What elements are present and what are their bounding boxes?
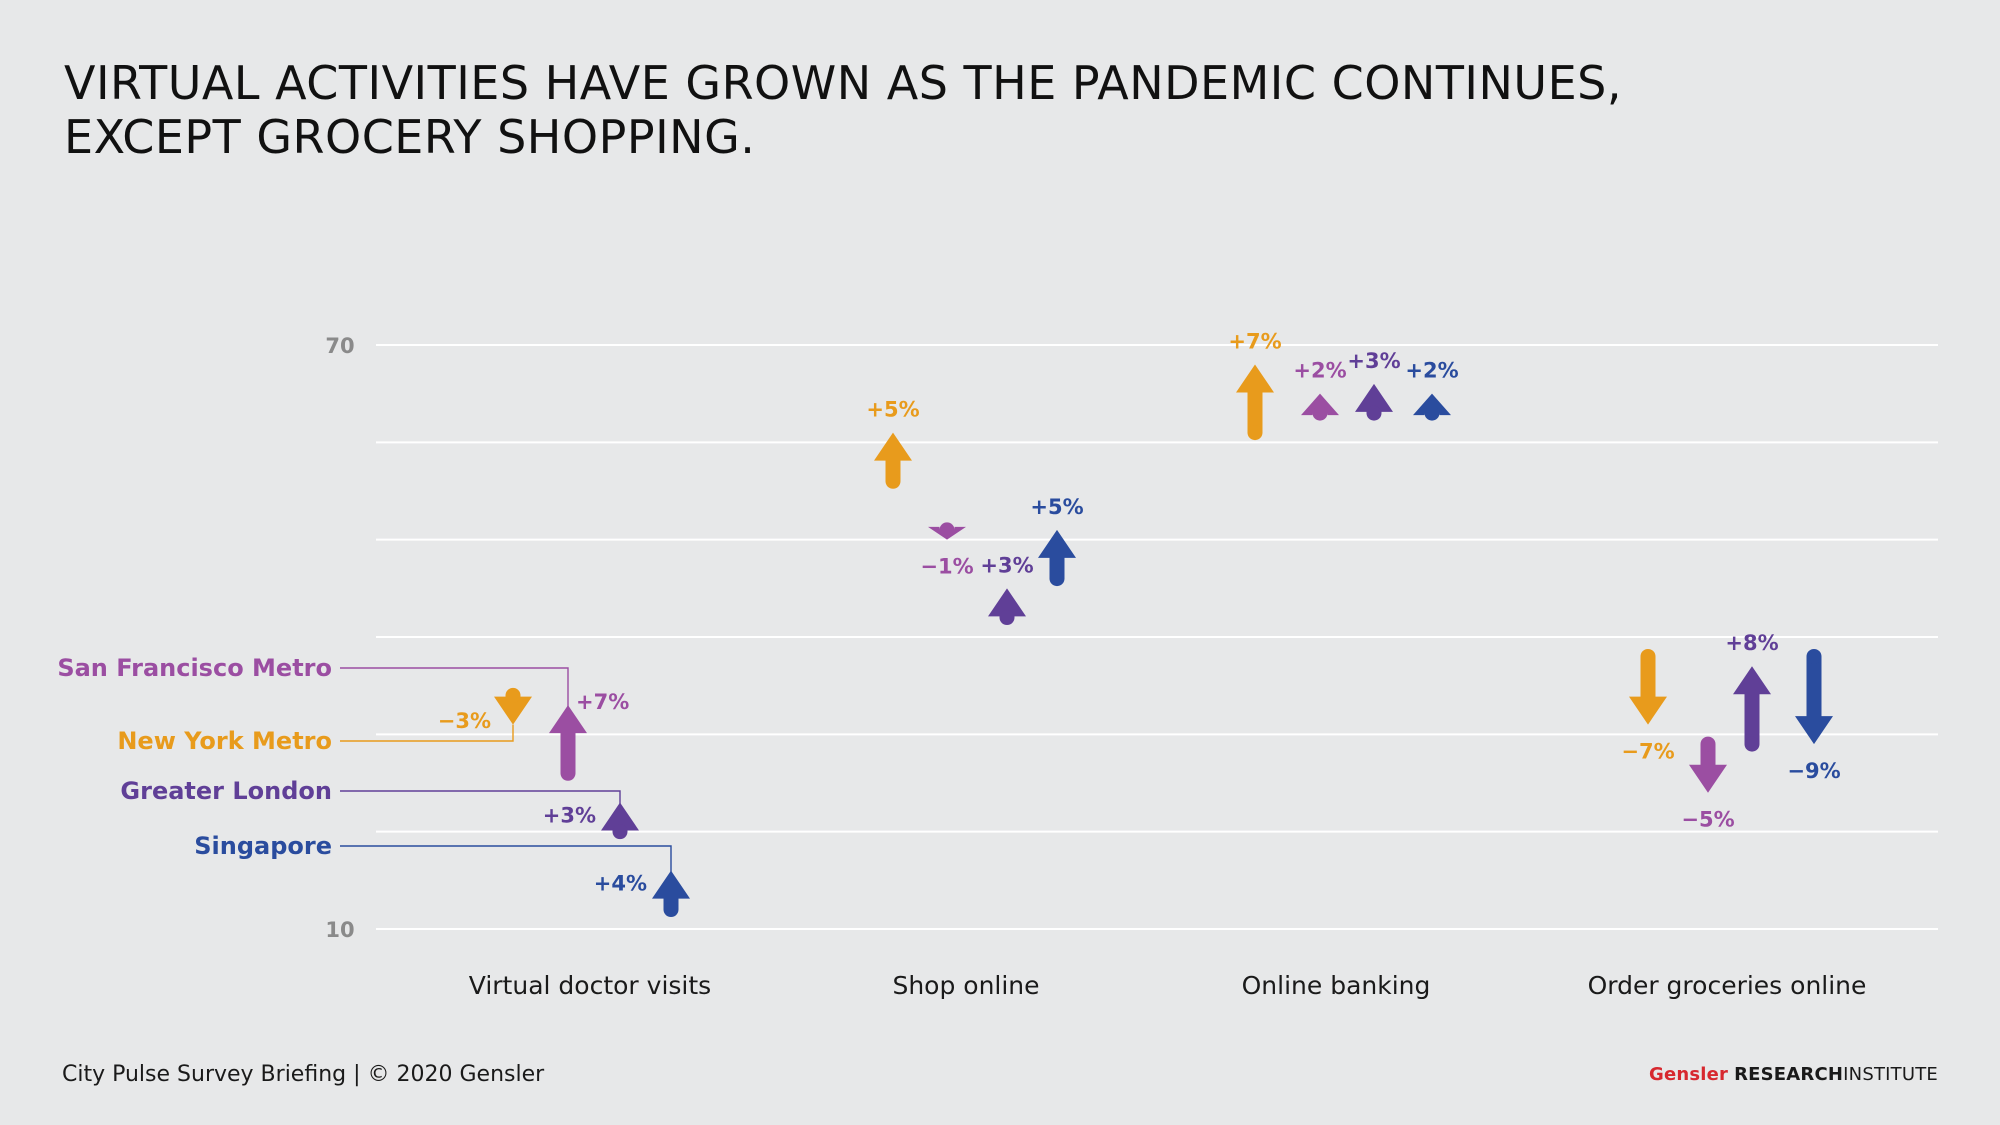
arrow-tail: [1640, 648, 1656, 664]
arrow-mark: [874, 432, 912, 482]
change-label: −9%: [1787, 759, 1840, 783]
change-label: +3%: [543, 803, 596, 827]
arrow-tail: [1312, 405, 1328, 421]
change-label: +7%: [576, 690, 629, 714]
y-tick-label-70: 70: [325, 334, 354, 358]
legend: San Francisco Metro New York Metro Greater…: [57, 654, 332, 860]
footer-logo: Gensler RESEARCHINSTITUTE: [1649, 1064, 1938, 1085]
change-label: −5%: [1681, 808, 1734, 832]
change-label: +4%: [594, 872, 647, 896]
arrow-mark: [1355, 383, 1393, 414]
arrow-mark: [1236, 364, 1274, 433]
arrow-tail: [999, 610, 1015, 626]
y-axis-ticks: 10 70: [325, 334, 354, 942]
legend-leader-line: [340, 667, 569, 714]
arrow-mark: [1689, 744, 1727, 793]
arrow-marks: [494, 364, 1833, 918]
change-label: +3%: [1347, 349, 1400, 373]
arrow-tail: [1049, 571, 1065, 587]
change-labels: +7% −1% +2% −5% −3% +5% +7% −7% +3% +3% +3% +8% +4% +…: [438, 329, 1841, 895]
arrow-tail: [1744, 736, 1760, 752]
legend-entry: Greater London: [120, 777, 332, 805]
change-label: −3%: [438, 709, 491, 733]
arrow-tail: [939, 522, 955, 538]
arrow-tail: [1424, 405, 1440, 421]
footer-research: RESEARCH: [1734, 1064, 1844, 1085]
arrow-mark: [601, 802, 639, 832]
change-label: +3%: [980, 553, 1033, 577]
arrow-tail: [1366, 405, 1382, 421]
y-tick-label-10: 10: [325, 918, 354, 942]
arrow-mark: [1629, 656, 1667, 725]
chart-title: VIRTUAL ACTIVITIES HAVE GROWN AS THE PAN…: [64, 56, 1622, 164]
category-label: Order groceries online: [1588, 971, 1867, 1000]
change-label: +2%: [1405, 359, 1458, 383]
legend-entry: San Francisco Metro: [57, 654, 332, 682]
change-label: +7%: [1228, 329, 1281, 353]
grid-lines: [376, 344, 1938, 930]
arrow-tail: [663, 902, 679, 918]
arrow-tail: [560, 765, 576, 781]
arrow-mark: [1038, 529, 1076, 579]
arrow-mark: [652, 870, 690, 910]
arrow-mark: [1301, 393, 1339, 416]
arrow-mark: [1795, 656, 1833, 745]
change-label: +5%: [866, 398, 919, 422]
arrow-mark: [549, 705, 587, 774]
legend-leader-line: [340, 845, 672, 879]
footer-brand: Gensler: [1648, 1064, 1729, 1085]
change-label: −1%: [920, 555, 973, 579]
legend-entry: New York Metro: [117, 727, 332, 755]
category-label: Online banking: [1242, 971, 1431, 1000]
change-label: +8%: [1725, 631, 1778, 655]
arrow-mark: [1733, 666, 1771, 745]
category-label: Shop online: [892, 971, 1039, 1000]
footer-institute: INSTITUTE: [1843, 1064, 1938, 1085]
footer-briefing: City Pulse Survey Briefing | © 2020 Gens…: [62, 1062, 545, 1087]
change-label: −7%: [1621, 740, 1674, 764]
legend-entry: Singapore: [194, 832, 332, 860]
arrow-tail: [1247, 425, 1263, 441]
arrow-mark: [1413, 393, 1451, 416]
arrow-tail: [1700, 736, 1716, 752]
arrow-mark: [494, 695, 532, 725]
x-axis-categories: Virtual doctor visits Shop online Online b…: [469, 971, 1867, 1000]
arrow-tail: [505, 687, 521, 703]
arrow-tail: [612, 824, 628, 840]
arrow-tail: [1806, 648, 1822, 664]
chart-title-line-2: EXCEPT GROCERY SHOPPING.: [64, 110, 756, 164]
arrow-mark: [988, 588, 1026, 618]
category-label: Virtual doctor visits: [469, 971, 711, 1000]
chart-title-line-1: VIRTUAL ACTIVITIES HAVE GROWN AS THE PAN…: [64, 56, 1622, 110]
change-label: +2%: [1293, 359, 1346, 383]
change-label: +5%: [1030, 495, 1083, 519]
legend-leader-line: [340, 724, 514, 742]
arrow-tail: [885, 473, 901, 489]
